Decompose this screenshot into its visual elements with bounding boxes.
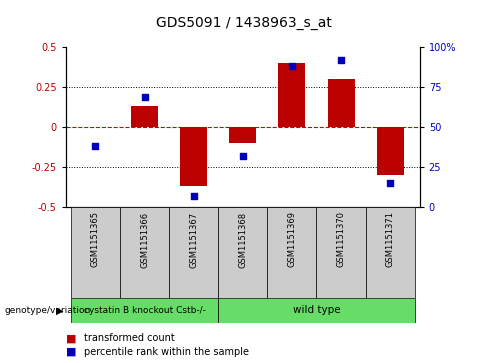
Point bbox=[386, 180, 394, 186]
Bar bbox=[218, 207, 267, 298]
Text: GDS5091 / 1438963_s_at: GDS5091 / 1438963_s_at bbox=[156, 16, 332, 30]
Point bbox=[239, 153, 247, 159]
Text: GSM1151369: GSM1151369 bbox=[287, 211, 296, 268]
Text: ▶: ▶ bbox=[56, 305, 63, 315]
Text: wild type: wild type bbox=[293, 305, 340, 315]
Bar bbox=[317, 207, 366, 298]
Bar bbox=[366, 207, 415, 298]
Bar bbox=[377, 127, 404, 175]
Text: GSM1151366: GSM1151366 bbox=[140, 211, 149, 268]
Text: ■: ■ bbox=[66, 333, 77, 343]
Bar bbox=[180, 127, 207, 186]
Bar bbox=[71, 298, 218, 323]
Text: GSM1151367: GSM1151367 bbox=[189, 211, 198, 268]
Text: percentile rank within the sample: percentile rank within the sample bbox=[84, 347, 249, 357]
Point bbox=[141, 94, 148, 99]
Text: GSM1151371: GSM1151371 bbox=[386, 211, 395, 268]
Text: cystatin B knockout Cstb-/-: cystatin B knockout Cstb-/- bbox=[83, 306, 205, 315]
Point bbox=[288, 64, 296, 69]
Point bbox=[91, 143, 99, 149]
Bar bbox=[218, 298, 415, 323]
Text: transformed count: transformed count bbox=[84, 333, 175, 343]
Bar bbox=[267, 207, 317, 298]
Bar bbox=[279, 63, 305, 127]
Bar bbox=[71, 207, 120, 298]
Text: GSM1151365: GSM1151365 bbox=[91, 211, 100, 268]
Bar bbox=[229, 127, 256, 143]
Text: ■: ■ bbox=[66, 347, 77, 357]
Bar bbox=[120, 207, 169, 298]
Text: GSM1151368: GSM1151368 bbox=[238, 211, 247, 268]
Bar bbox=[327, 79, 355, 127]
Text: GSM1151370: GSM1151370 bbox=[337, 211, 346, 268]
Bar bbox=[131, 106, 158, 127]
Bar bbox=[169, 207, 218, 298]
Text: genotype/variation: genotype/variation bbox=[5, 306, 91, 315]
Point bbox=[337, 57, 345, 63]
Point bbox=[190, 193, 198, 199]
